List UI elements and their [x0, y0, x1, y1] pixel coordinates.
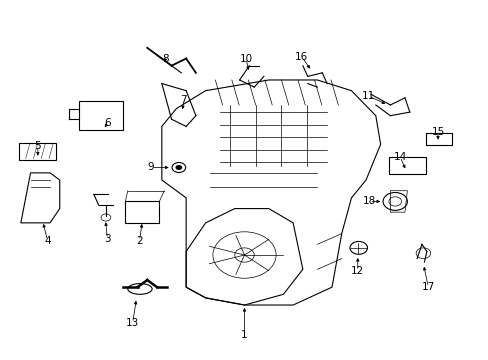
Text: 3: 3: [104, 234, 110, 244]
Text: 16: 16: [295, 52, 308, 62]
Text: 15: 15: [430, 127, 444, 137]
Text: 11: 11: [361, 91, 374, 101]
Text: 1: 1: [241, 330, 247, 341]
Text: 2: 2: [136, 236, 142, 246]
Text: 4: 4: [44, 236, 51, 246]
Text: 13: 13: [126, 318, 139, 328]
Text: 18: 18: [362, 197, 375, 206]
Circle shape: [175, 165, 182, 170]
Text: 14: 14: [393, 152, 406, 162]
Text: 12: 12: [350, 266, 364, 276]
Text: 10: 10: [239, 54, 252, 64]
Text: 5: 5: [35, 141, 41, 151]
Text: 6: 6: [104, 118, 110, 128]
Text: 7: 7: [180, 95, 186, 105]
Text: 17: 17: [421, 282, 434, 292]
Text: 9: 9: [147, 162, 154, 172]
Text: 8: 8: [162, 54, 169, 64]
